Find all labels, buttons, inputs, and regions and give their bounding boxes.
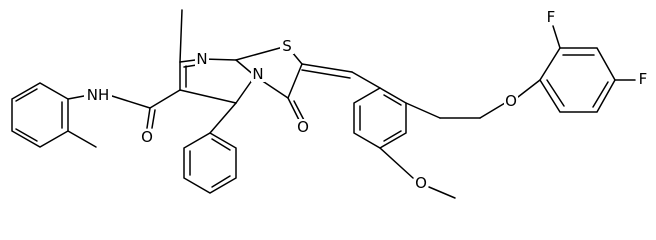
atom-label: S: [282, 37, 292, 55]
atom-label: O: [297, 118, 309, 136]
atom-label: O: [141, 128, 153, 146]
atom-label: O: [505, 92, 517, 110]
atom-label: F: [547, 8, 556, 26]
atom-label: NH: [87, 86, 110, 104]
structure-diagram: N S N O NH O O O F F: [11, 8, 649, 199]
atom-label: N: [252, 65, 263, 83]
atom-label: O: [415, 174, 427, 192]
atom-labels: N S N O NH O O O F F: [84, 8, 649, 192]
atom-label: F: [639, 70, 648, 88]
bonds: [11, 9, 636, 199]
atom-label: N: [196, 50, 207, 68]
